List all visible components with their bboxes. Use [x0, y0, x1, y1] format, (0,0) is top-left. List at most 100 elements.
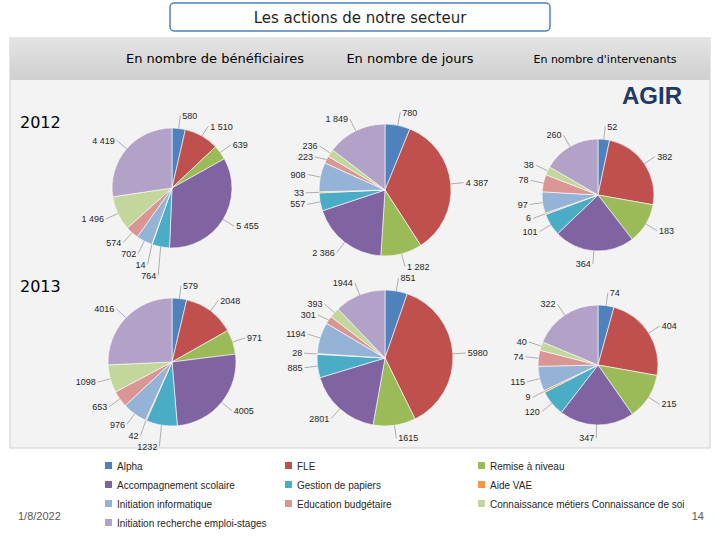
leader-line	[318, 315, 329, 320]
row-label: 2012	[20, 113, 61, 132]
leader-line	[304, 353, 317, 355]
leader-line	[123, 233, 132, 243]
data-label: 33	[294, 188, 304, 198]
legend-entry: Accompagnement scolaire	[117, 480, 235, 491]
data-label: 4 387	[466, 178, 489, 188]
leader-line	[223, 219, 234, 226]
legend-swatch	[105, 519, 112, 526]
data-label: 971	[247, 333, 262, 343]
data-label: 52	[607, 122, 617, 132]
data-label: 976	[110, 420, 125, 430]
leader-line	[179, 115, 180, 128]
leader-line	[315, 157, 327, 160]
data-label: 120	[525, 407, 540, 417]
pie-slice	[112, 128, 172, 197]
leader-line	[649, 326, 660, 333]
data-label: 382	[657, 152, 672, 162]
leader-line	[646, 224, 657, 231]
leader-line	[331, 409, 340, 419]
leader-line	[116, 309, 125, 318]
data-label: 579	[183, 281, 198, 291]
pie-slice	[598, 307, 658, 375]
legend: AlphaFLERemise à niveauAccompagnement sc…	[105, 461, 685, 529]
data-label: 78	[519, 175, 529, 185]
data-label: 393	[308, 299, 323, 309]
data-label: 40	[517, 337, 527, 347]
data-label: 115	[511, 377, 525, 387]
leader-line	[540, 225, 551, 232]
legend-entry: Remise à niveau	[490, 461, 564, 472]
column-header: En nombre de jours	[346, 51, 473, 66]
leader-line	[395, 425, 397, 438]
legend-swatch	[105, 462, 112, 469]
data-label: 74	[610, 288, 620, 298]
leader-line	[308, 174, 321, 177]
leader-line	[109, 399, 120, 407]
legend-entry: Gestion de papiers	[297, 480, 381, 491]
data-label: 1232	[137, 442, 157, 452]
leader-line	[398, 112, 401, 125]
leader-line	[350, 119, 356, 131]
column-header: En nombre de bénéficiaires	[126, 51, 304, 66]
data-label: 580	[182, 111, 197, 121]
leader-line	[337, 242, 345, 252]
data-label: 301	[301, 310, 316, 320]
data-label: 6	[526, 213, 531, 223]
data-label: 885	[288, 363, 303, 373]
leader-line	[606, 293, 608, 306]
pie-slice	[538, 365, 598, 391]
leader-line	[592, 251, 594, 264]
logo: AGIR	[622, 82, 682, 109]
leader-line	[542, 403, 552, 411]
footer-date: 1/8/2022	[18, 510, 61, 522]
data-label: 780	[402, 108, 417, 118]
pie-slice	[317, 354, 385, 377]
data-label: 574	[106, 238, 121, 248]
pie-chart: 5801 5106395 455764147025741 4964 419	[81, 111, 258, 281]
leader-line	[533, 392, 545, 398]
legend-swatch	[478, 481, 485, 488]
leader-line	[525, 357, 538, 358]
legend-swatch	[105, 500, 112, 507]
data-label: 215	[662, 399, 677, 409]
legend-entry: Education budgétaire	[297, 499, 392, 510]
data-label: 2 386	[312, 248, 335, 258]
leader-line	[222, 402, 232, 410]
pie-chart: 7804 3871 2822 386557339082232361 849	[290, 108, 488, 272]
pie-slice	[550, 139, 598, 195]
chart-root: Les actions de notre secteurEn nombre de…	[0, 0, 720, 540]
leader-line	[158, 247, 160, 276]
legend-entry: Aide VAE	[490, 480, 532, 491]
data-label: 1 849	[325, 114, 348, 124]
data-label: 702	[121, 249, 136, 259]
data-label: 404	[662, 321, 677, 331]
leader-line	[596, 425, 597, 438]
data-label: 97	[518, 200, 528, 210]
pie-slice	[543, 305, 598, 365]
leader-line	[106, 214, 118, 220]
pie-slice	[108, 298, 172, 365]
legend-swatch	[285, 500, 292, 507]
data-label: 347	[579, 433, 594, 443]
pie-slice	[338, 290, 385, 358]
leader-line	[649, 397, 660, 404]
leader-line	[536, 165, 548, 171]
data-label: 653	[92, 402, 107, 412]
legend-swatch	[285, 462, 292, 469]
leader-line	[308, 334, 320, 338]
legend-entry: Alpha	[117, 461, 143, 472]
leader-line	[179, 286, 181, 299]
header-band	[10, 38, 710, 80]
data-label: 28	[292, 348, 302, 358]
leader-line	[202, 126, 208, 135]
legend-entry: Initiation informatique	[117, 499, 212, 510]
leader-line	[210, 300, 218, 310]
leader-line	[557, 304, 564, 315]
pie-slice	[108, 362, 172, 392]
leader-line	[604, 126, 605, 139]
data-label: 4005	[234, 406, 254, 416]
data-label: 2801	[309, 414, 329, 424]
pie-slice	[598, 140, 654, 205]
pie-chart: 8515980161528018852811943013931944	[286, 273, 488, 443]
leader-line	[117, 140, 127, 148]
